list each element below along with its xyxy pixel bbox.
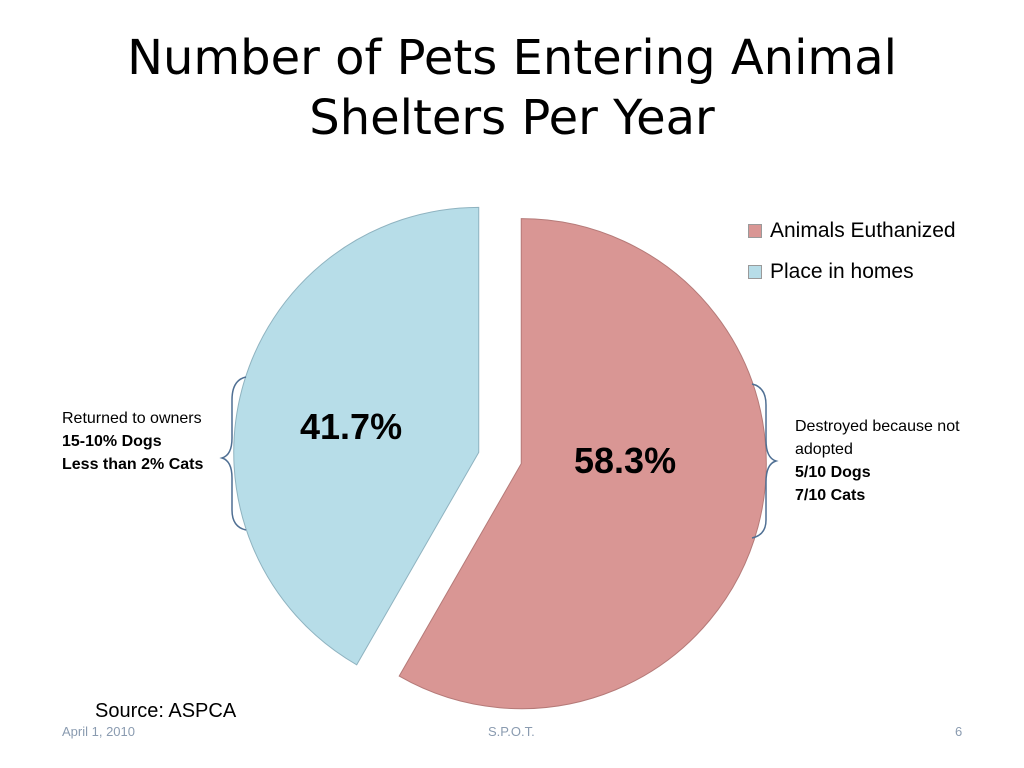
right-annotation-line-4: 7/10 Cats: [795, 487, 866, 504]
left-brace: [219, 376, 247, 531]
data-label-animals-euthanized: 58.3%: [574, 440, 677, 481]
legend-swatch-place-in-homes: [748, 264, 762, 279]
legend-item-animals-euthanized: Animals Euthanized: [748, 210, 956, 251]
right-annotation-line-2: adopted: [795, 441, 853, 458]
right-annotation: Destroyed because not adopted 5/10 Dogs …: [795, 415, 960, 507]
right-annotation-line-3: 5/10 Dogs: [795, 464, 871, 481]
footer-page-number: 6: [955, 724, 963, 739]
chart-legend: Animals Euthanized Place in homes: [748, 210, 956, 292]
left-annotation: Returned to owners 15-10% Dogs Less than…: [62, 407, 203, 476]
right-annotation-line-1: Destroyed because not: [795, 418, 960, 435]
pie-slice-animals-euthanized: [398, 218, 767, 710]
legend-label-place-in-homes: Place in homes: [770, 259, 914, 283]
legend-item-place-in-homes: Place in homes: [748, 251, 956, 292]
footer-date: April 1, 2010: [62, 724, 135, 739]
left-annotation-line-3: Less than 2% Cats: [62, 456, 204, 473]
chart-title: Number of Pets Entering Animal Shelters …: [0, 28, 1024, 148]
chart-title-line-1: Number of Pets Entering Animal: [127, 30, 897, 86]
left-annotation-line-1: Returned to owners: [62, 410, 202, 427]
legend-swatch-animals-euthanized: [748, 223, 762, 238]
chart-title-line-2: Shelters Per Year: [309, 90, 715, 146]
pie-slices: [233, 206, 767, 710]
source-note: Source: ASPCA: [95, 700, 237, 722]
pie-slice-place-in-homes: [233, 206, 480, 666]
footer-center: S.P.O.T.: [488, 724, 535, 739]
left-annotation-line-2: 15-10% Dogs: [62, 433, 162, 450]
data-label-place-in-homes: 41.7%: [300, 406, 403, 447]
legend-label-animals-euthanized: Animals Euthanized: [770, 218, 956, 242]
right-brace: [751, 383, 779, 539]
